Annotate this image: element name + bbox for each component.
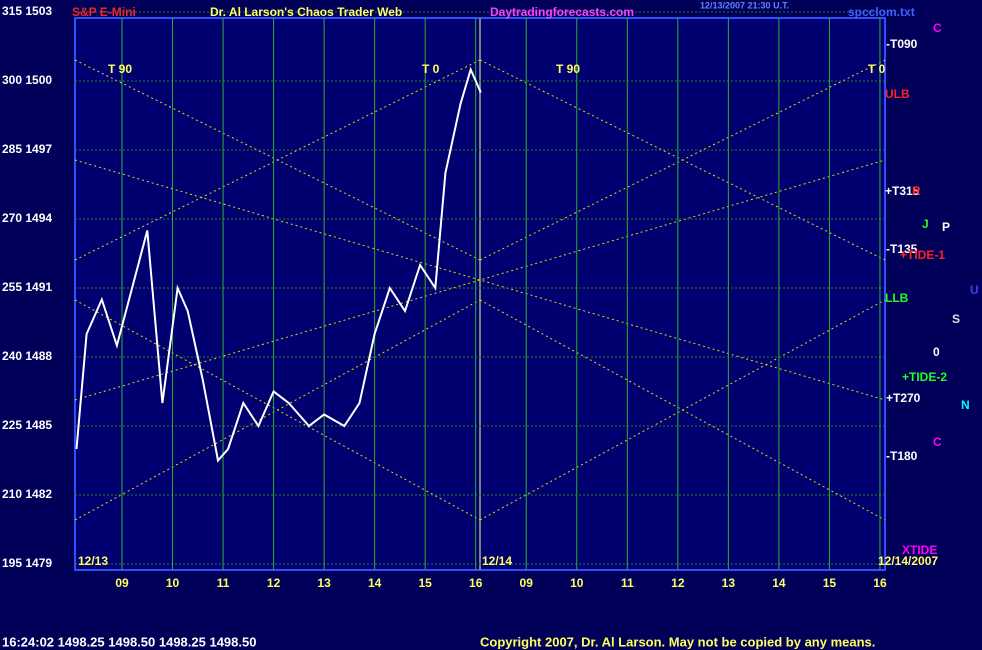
annotation: +TIDE-2 bbox=[902, 370, 947, 384]
annotation: R bbox=[912, 184, 921, 198]
annotation: T 0 bbox=[868, 62, 886, 76]
y-tick-label: 255 1491 bbox=[2, 280, 52, 294]
annotation: 12/14/2007 bbox=[878, 554, 938, 568]
x-tick-label: 09 bbox=[520, 576, 534, 590]
annotation: C bbox=[933, 435, 942, 449]
x-tick-label: 16 bbox=[873, 576, 887, 590]
diagonal-lines bbox=[74, 59, 886, 521]
annotation: C bbox=[933, 21, 942, 35]
annotation: T 0 bbox=[422, 62, 440, 76]
annotation: 16:24:02 1498.25 1498.50 1498.25 1498.50 bbox=[2, 634, 256, 649]
x-tick-label: 14 bbox=[772, 576, 786, 590]
x-tick-label: 11 bbox=[621, 576, 634, 590]
annotation: 0 bbox=[933, 345, 940, 359]
annotation: ULB bbox=[885, 87, 910, 101]
annotation: -T135 bbox=[886, 242, 918, 256]
annotation: P bbox=[942, 220, 950, 234]
x-tick-label: 09 bbox=[115, 576, 129, 590]
price-line bbox=[75, 66, 482, 463]
annotation: J bbox=[922, 217, 929, 231]
y-tick-label: 210 1482 bbox=[2, 487, 52, 501]
y-tick-label: 270 1494 bbox=[2, 211, 52, 225]
annotation: Copyright 2007, Dr. Al Larson. May not b… bbox=[480, 634, 875, 649]
x-tick-label: 15 bbox=[823, 576, 837, 590]
x-tick-label: 10 bbox=[570, 576, 584, 590]
y-tick-label: 195 1479 bbox=[2, 556, 52, 570]
annotation: T 90 bbox=[108, 62, 132, 76]
x-tick-label: 16 bbox=[469, 576, 483, 590]
x-tick-label: 10 bbox=[166, 576, 180, 590]
annotation: 12/13/2007 21:30 U.T. bbox=[700, 0, 789, 10]
annotation: Daytradingforecasts.com bbox=[490, 5, 634, 19]
annotation: N bbox=[961, 398, 970, 412]
annotation: S bbox=[952, 312, 960, 326]
annotation: T 90 bbox=[556, 62, 580, 76]
y-tick-label: 225 1485 bbox=[2, 418, 52, 432]
y-tick-label: 285 1497 bbox=[2, 142, 52, 156]
x-tick-label: 15 bbox=[418, 576, 432, 590]
x-tick-label: 12 bbox=[267, 576, 281, 590]
x-tick-label: 14 bbox=[368, 576, 382, 590]
annotation: -T180 bbox=[886, 449, 918, 463]
y-tick-label: 315 1503 bbox=[2, 4, 52, 18]
annotation: XTIDE bbox=[902, 543, 937, 557]
x-tick-label: 13 bbox=[722, 576, 736, 590]
x-tick-label: 12 bbox=[671, 576, 685, 590]
annotation: 12/13 bbox=[78, 554, 108, 568]
x-tick-label: 11 bbox=[217, 576, 230, 590]
annotation: +T270 bbox=[886, 391, 921, 405]
annotation: +T315 bbox=[885, 184, 920, 198]
x-tick-label: 13 bbox=[317, 576, 331, 590]
annotation: Dr. Al Larson's Chaos Trader Web bbox=[210, 5, 402, 19]
annotation: 12/14 bbox=[482, 554, 512, 568]
y-tick-label: 240 1488 bbox=[2, 349, 52, 363]
annotation: +TIDE-1 bbox=[900, 248, 945, 262]
annotation: spcclom.txt bbox=[848, 5, 915, 19]
annotation: -T090 bbox=[886, 37, 918, 51]
annotation: U bbox=[970, 283, 979, 297]
y-tick-label: 300 1500 bbox=[2, 73, 52, 87]
annotation: LLB bbox=[885, 291, 909, 305]
